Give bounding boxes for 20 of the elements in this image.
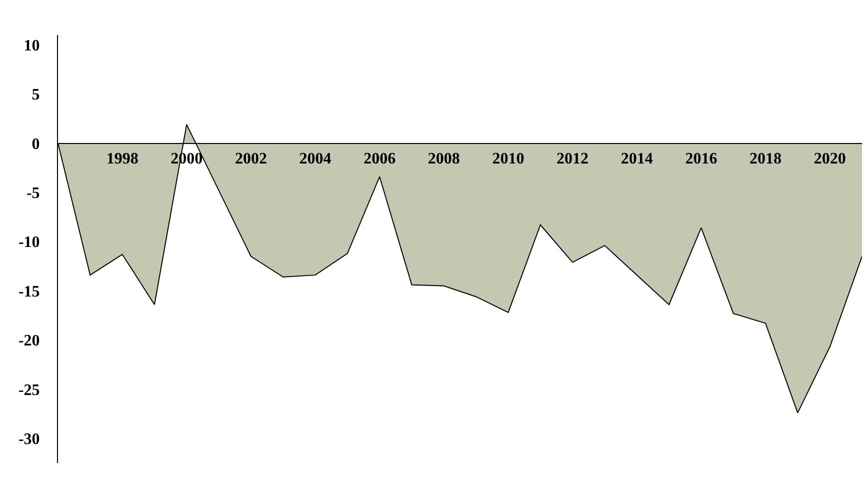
y-tick-label: -5 bbox=[26, 185, 40, 202]
y-tick-label: 0 bbox=[32, 136, 40, 153]
y-tick-label: -25 bbox=[18, 382, 40, 399]
y-tick-label: 5 bbox=[32, 86, 40, 104]
x-tick-label: 2020 bbox=[814, 150, 846, 168]
y-tick-label: -20 bbox=[18, 332, 40, 350]
y-tick-label: -15 bbox=[18, 283, 40, 300]
y-tick-label: -30 bbox=[18, 431, 40, 448]
x-tick-label: 2004 bbox=[299, 150, 332, 168]
y-tick-label: -10 bbox=[18, 234, 40, 252]
x-tick-label: 2008 bbox=[428, 150, 460, 168]
x-tick-label: 2016 bbox=[685, 150, 718, 168]
x-tick-label: 1998 bbox=[106, 150, 138, 168]
y-tick-label: 10 bbox=[24, 37, 40, 54]
x-tick-label: 2006 bbox=[364, 150, 396, 168]
x-tick-label: 2002 bbox=[234, 150, 267, 168]
x-tick-label: 2010 bbox=[492, 150, 524, 168]
x-tick-label: 2014 bbox=[620, 150, 653, 168]
x-tick-label: 2018 bbox=[750, 150, 782, 168]
x-tick-label: 2012 bbox=[556, 150, 589, 168]
